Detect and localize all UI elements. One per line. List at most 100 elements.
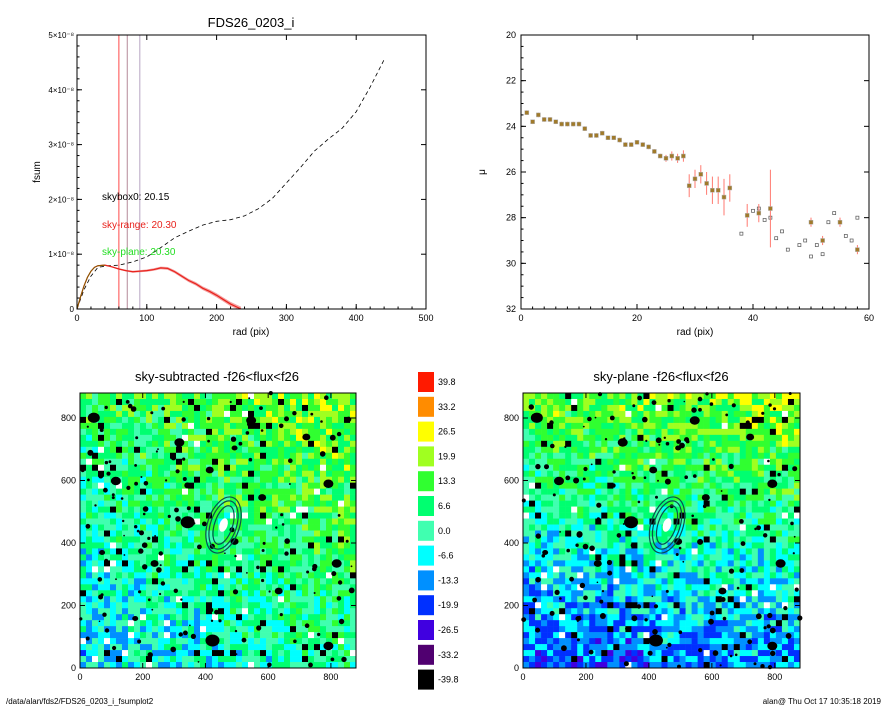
pixel-cell <box>122 542 129 549</box>
masked-source <box>142 506 149 512</box>
pixel-cell <box>781 476 789 483</box>
pixel-cell <box>565 452 572 460</box>
pixel-cell <box>655 446 662 454</box>
pixel-cell <box>775 398 783 406</box>
pixel-cell <box>332 440 339 448</box>
pixel-cell <box>739 620 747 627</box>
pixel-cell <box>535 482 542 489</box>
data-point <box>594 133 599 138</box>
pixel-cell <box>625 590 632 597</box>
pixel-cell <box>116 494 123 501</box>
pixel-cell <box>158 452 165 460</box>
pixel-cell <box>92 578 99 585</box>
y-tick-label: 0 <box>514 663 519 673</box>
pixel-cell <box>344 632 351 639</box>
pixel-cell <box>559 614 566 621</box>
pixel-cell <box>98 452 105 460</box>
pixel-cell <box>751 548 759 555</box>
pixel-cell <box>613 506 620 513</box>
masked-source <box>631 472 634 475</box>
pixel-cell <box>769 566 777 573</box>
pixel-cell <box>625 494 632 501</box>
pixel-cell <box>631 524 638 531</box>
pixel-cell <box>200 554 207 561</box>
pixel-cell <box>595 566 602 573</box>
pixel-cell <box>703 518 710 525</box>
pixel-cell <box>727 422 735 430</box>
pixel-cell <box>763 416 771 424</box>
pixel-cell <box>182 393 189 400</box>
pixel-cell <box>248 542 255 549</box>
x-axis-label: rad (pix) <box>233 327 270 338</box>
masked-source <box>202 521 207 527</box>
pixel-cell <box>775 662 783 669</box>
pixel-cell <box>541 446 548 454</box>
pixel-cell <box>200 404 207 412</box>
pixel-cell <box>92 488 99 495</box>
pixel-cell <box>619 590 626 597</box>
pixel-cell <box>637 524 644 531</box>
pixel-cell <box>308 482 315 489</box>
pixel-cell <box>302 446 309 454</box>
masked-source <box>170 646 176 653</box>
pixel-cell <box>188 620 195 627</box>
pixel-cell <box>320 560 327 567</box>
pixel-cell <box>679 506 686 513</box>
pixel-cell <box>152 422 159 430</box>
pixel-cell <box>248 614 255 621</box>
masked-source <box>87 478 90 482</box>
pixel-cell <box>763 410 771 418</box>
pixel-cell <box>80 434 87 442</box>
pixel-cell <box>781 458 789 466</box>
pixel-cell <box>206 494 213 501</box>
pixel-cell <box>182 410 189 418</box>
pixel-cell <box>667 488 674 495</box>
pixel-cell <box>122 398 129 406</box>
pixel-cell <box>338 416 345 424</box>
pixel-cell <box>787 524 795 531</box>
pixel-cell <box>685 428 692 436</box>
pixel-cell <box>673 410 680 418</box>
pixel-cell <box>140 560 147 567</box>
pixel-cell <box>631 422 638 430</box>
pixel-cell <box>631 428 638 436</box>
pixel-cell <box>92 452 99 460</box>
pixel-cell <box>290 476 297 483</box>
pixel-cell <box>80 500 87 507</box>
pixel-cell <box>637 464 644 472</box>
pixel-cell <box>98 428 105 436</box>
pixel-cell <box>212 590 219 597</box>
pixel-cell <box>769 434 777 442</box>
pixel-cell <box>607 578 614 585</box>
pixel-cell <box>206 512 213 519</box>
masked-source <box>679 442 685 449</box>
pixel-cell <box>116 620 123 627</box>
colorbar-label: 6.6 <box>438 501 451 511</box>
pixel-cell <box>529 393 536 400</box>
pixel-cell <box>332 602 339 609</box>
masked-source <box>214 639 218 643</box>
pixel-cell <box>595 542 602 549</box>
pixel-cell <box>661 590 668 597</box>
pixel-cell <box>553 542 560 549</box>
pixel-cell <box>140 626 147 633</box>
pixel-cell <box>326 596 333 603</box>
pixel-cell <box>86 602 93 609</box>
pixel-cell <box>655 470 662 477</box>
pixel-cell <box>230 464 237 472</box>
pixel-cell <box>757 626 765 633</box>
pixel-cell <box>589 560 596 567</box>
pixel-cell <box>625 464 632 472</box>
pixel-cell <box>314 434 321 442</box>
pixel-cell <box>661 638 668 645</box>
pixel-cell <box>266 393 273 400</box>
pixel-cell <box>80 410 87 418</box>
pixel-cell <box>248 446 255 454</box>
pixel-cell <box>104 566 111 573</box>
pixel-cell <box>655 554 662 561</box>
pixel-cell <box>739 650 747 657</box>
pixel-cell <box>691 662 698 669</box>
pixel-cell <box>320 518 327 525</box>
pixel-cell <box>571 536 578 543</box>
pixel-cell <box>260 536 267 543</box>
